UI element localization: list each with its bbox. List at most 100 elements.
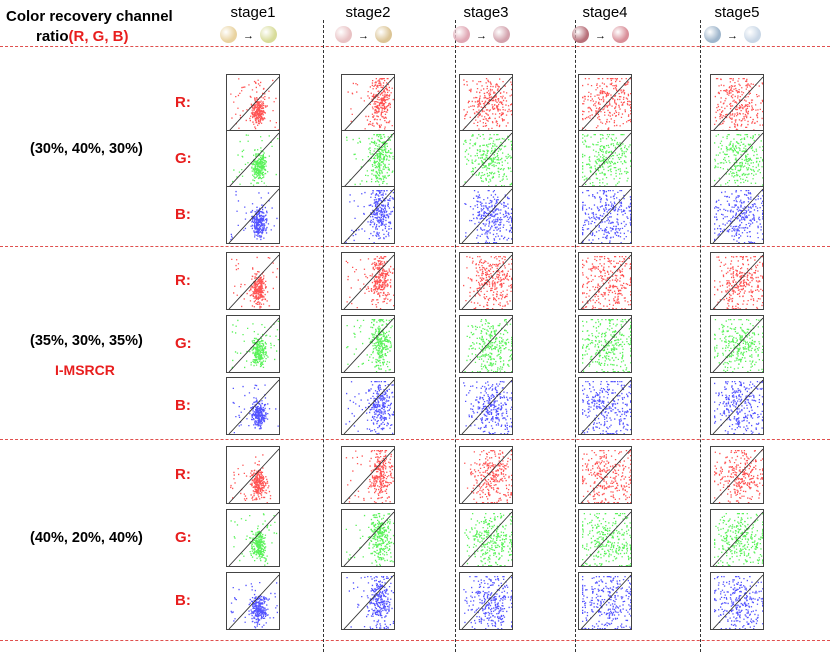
scatter-points: [343, 379, 394, 434]
scatter-points: [461, 254, 512, 309]
scatter-point-cloud: [714, 134, 763, 187]
reference-diagonal-line: [580, 188, 631, 243]
stage-thumbnails-4: →: [572, 26, 638, 44]
scatter-point-cloud: [582, 513, 631, 566]
stage-label-2: stage2: [345, 4, 391, 21]
figure-title: Color recovery channel ratio(R, G, B): [6, 8, 173, 45]
scatter-point-cloud: [463, 134, 512, 187]
scatter-plot: [459, 377, 513, 435]
scatter-point-cloud: [463, 381, 512, 434]
scatter-plot: [226, 509, 280, 567]
scatter-plot: [459, 572, 513, 630]
reference-diagonal-line: [343, 317, 394, 372]
scatter-plot: [459, 130, 513, 188]
scatter-points: [580, 511, 631, 566]
scatter-points: [461, 132, 512, 187]
reference-diagonal-line: [580, 448, 631, 503]
berry-before-image: [704, 26, 721, 43]
reference-diagonal-line: [461, 132, 512, 187]
group-ratio-1: (30%, 40%, 30%): [30, 141, 143, 157]
scatter-point-cloud: [582, 381, 631, 434]
reference-diagonal-line: [461, 76, 512, 131]
scatter-plot: [710, 509, 764, 567]
scatter-points: [343, 317, 394, 372]
scatter-points: [228, 574, 279, 629]
scatter-plot: [710, 186, 764, 244]
reference-diagonal-line: [712, 379, 763, 434]
scatter-points: [580, 254, 631, 309]
reference-diagonal-line: [712, 317, 763, 372]
scatter-plot: [341, 130, 395, 188]
scatter-plot: [341, 186, 395, 244]
scatter-point-cloud: [714, 78, 763, 131]
separator-line-h-1: [0, 246, 830, 247]
scatter-plot: [226, 74, 280, 132]
berry-after-image: [260, 26, 277, 43]
scatter-plot: [459, 446, 513, 504]
scatter-point-cloud: [582, 319, 631, 372]
scatter-point-cloud: [582, 134, 631, 187]
berry-before-image: [335, 26, 352, 43]
reference-diagonal-line: [461, 317, 512, 372]
method-label: I-MSRCR: [55, 362, 115, 378]
reference-diagonal-line: [343, 188, 394, 243]
scatter-points: [461, 448, 512, 503]
scatter-plot: [710, 130, 764, 188]
group-ratio-3: (40%, 20%, 40%): [30, 530, 143, 546]
scatter-point-cloud: [345, 256, 394, 309]
reference-diagonal-line: [228, 76, 279, 131]
title-line-2: ratio(R, G, B): [6, 28, 173, 45]
scatter-point-cloud: [582, 576, 631, 629]
reference-diagonal-line: [712, 511, 763, 566]
scatter-plot: [710, 377, 764, 435]
reference-diagonal-line: [580, 511, 631, 566]
reference-diagonal-line: [712, 254, 763, 309]
scatter-point-cloud: [463, 576, 512, 629]
scatter-plot: [341, 446, 395, 504]
stage-thumbnails-2: →: [335, 26, 401, 44]
title-line-1: Color recovery channel: [6, 8, 173, 25]
scatter-points: [712, 76, 763, 131]
separator-line-h-0: [0, 46, 830, 47]
scatter-points: [580, 132, 631, 187]
scatter-plot: [341, 572, 395, 630]
channel-label-b: B:: [175, 206, 191, 223]
stage-label-1: stage1: [230, 4, 276, 21]
reference-diagonal-line: [228, 132, 279, 187]
scatter-point-cloud: [231, 256, 279, 309]
reference-diagonal-line: [343, 76, 394, 131]
reference-diagonal-line: [343, 511, 394, 566]
scatter-plot: [341, 377, 395, 435]
scatter-points: [580, 379, 631, 434]
group-ratio-2: (35%, 30%, 35%): [30, 333, 143, 349]
reference-diagonal-line: [228, 254, 279, 309]
scatter-plot: [341, 315, 395, 373]
arrow-icon: →: [476, 30, 487, 42]
scatter-points: [228, 132, 279, 187]
scatter-point-cloud: [714, 513, 763, 566]
scatter-plot: [459, 509, 513, 567]
channel-label-b: B:: [175, 397, 191, 414]
scatter-point-cloud: [230, 582, 278, 629]
berry-after-image: [493, 26, 510, 43]
reference-diagonal-line: [228, 448, 279, 503]
scatter-points: [228, 511, 279, 566]
scatter-points: [228, 254, 279, 309]
scatter-plot: [341, 252, 395, 310]
scatter-point-cloud: [230, 454, 272, 503]
scatter-plot: [226, 572, 280, 630]
scatter-point-cloud: [346, 134, 394, 187]
separator-line-v-2: [575, 20, 576, 652]
stage-label-4: stage4: [582, 4, 628, 21]
scatter-point-cloud: [231, 319, 279, 369]
scatter-plot: [578, 315, 632, 373]
channel-label-r: R:: [175, 94, 191, 111]
scatter-points: [343, 574, 394, 629]
scatter-points: [343, 448, 394, 503]
scatter-plot: [578, 572, 632, 630]
scatter-points: [228, 76, 279, 131]
reference-diagonal-line: [343, 132, 394, 187]
scatter-points: [712, 188, 763, 243]
reference-diagonal-line: [712, 132, 763, 187]
scatter-point-cloud: [346, 319, 393, 372]
